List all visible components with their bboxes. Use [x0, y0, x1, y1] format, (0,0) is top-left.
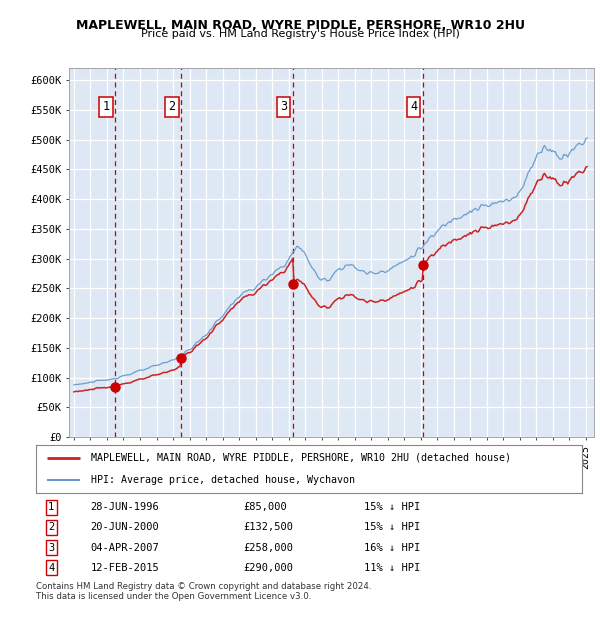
Text: 1: 1: [103, 100, 110, 113]
Text: 4: 4: [48, 563, 55, 573]
Text: £290,000: £290,000: [244, 563, 293, 573]
Text: 3: 3: [280, 100, 287, 113]
Text: 04-APR-2007: 04-APR-2007: [91, 542, 160, 552]
Bar: [181, 68, 293, 437]
Text: £85,000: £85,000: [244, 502, 287, 512]
Text: 2: 2: [48, 523, 55, 533]
Text: 20-JUN-2000: 20-JUN-2000: [91, 523, 160, 533]
Bar: [115, 68, 181, 437]
Text: 12-FEB-2015: 12-FEB-2015: [91, 563, 160, 573]
Text: £132,500: £132,500: [244, 523, 293, 533]
Bar: [293, 68, 422, 437]
Text: 11% ↓ HPI: 11% ↓ HPI: [364, 563, 420, 573]
Bar: [422, 68, 594, 437]
Text: 15% ↓ HPI: 15% ↓ HPI: [364, 523, 420, 533]
Text: 16% ↓ HPI: 16% ↓ HPI: [364, 542, 420, 552]
Text: 1: 1: [48, 502, 55, 512]
Bar: [69, 68, 115, 437]
Text: 2: 2: [168, 100, 175, 113]
Text: MAPLEWELL, MAIN ROAD, WYRE PIDDLE, PERSHORE, WR10 2HU: MAPLEWELL, MAIN ROAD, WYRE PIDDLE, PERSH…: [76, 19, 524, 32]
Text: HPI: Average price, detached house, Wychavon: HPI: Average price, detached house, Wych…: [91, 475, 355, 485]
Text: MAPLEWELL, MAIN ROAD, WYRE PIDDLE, PERSHORE, WR10 2HU (detached house): MAPLEWELL, MAIN ROAD, WYRE PIDDLE, PERSH…: [91, 453, 511, 463]
Text: 4: 4: [410, 100, 417, 113]
Text: 3: 3: [48, 542, 55, 552]
Text: Contains HM Land Registry data © Crown copyright and database right 2024.
This d: Contains HM Land Registry data © Crown c…: [36, 582, 371, 601]
Text: £258,000: £258,000: [244, 542, 293, 552]
Text: 28-JUN-1996: 28-JUN-1996: [91, 502, 160, 512]
Text: Price paid vs. HM Land Registry's House Price Index (HPI): Price paid vs. HM Land Registry's House …: [140, 29, 460, 39]
Text: 15% ↓ HPI: 15% ↓ HPI: [364, 502, 420, 512]
